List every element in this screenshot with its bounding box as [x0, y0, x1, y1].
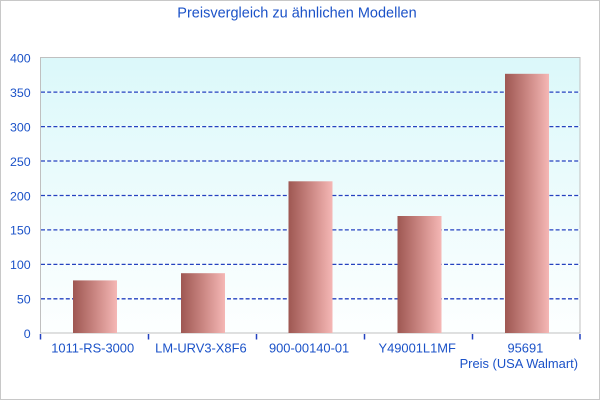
svg-text:Preis (USA Walmart): Preis (USA Walmart) — [460, 356, 578, 371]
svg-text:200: 200 — [10, 189, 31, 203]
svg-text:100: 100 — [10, 258, 31, 272]
svg-text:300: 300 — [10, 120, 31, 134]
svg-text:Preisvergleich zu ähnlichen Mo: Preisvergleich zu ähnlichen Modellen — [177, 6, 416, 22]
svg-text:350: 350 — [10, 86, 31, 100]
svg-text:LM-URV3-X8F6: LM-URV3-X8F6 — [155, 340, 246, 355]
svg-text:50: 50 — [17, 293, 31, 307]
svg-text:250: 250 — [10, 155, 31, 169]
svg-text:Y49001L1MF: Y49001L1MF — [378, 340, 456, 355]
svg-text:400: 400 — [10, 51, 31, 65]
svg-text:0: 0 — [24, 327, 31, 341]
svg-text:150: 150 — [10, 224, 31, 238]
svg-text:900-00140-01: 900-00140-01 — [269, 340, 349, 355]
svg-text:1011-RS-3000: 1011-RS-3000 — [51, 340, 134, 355]
svg-text:95691: 95691 — [507, 340, 543, 355]
